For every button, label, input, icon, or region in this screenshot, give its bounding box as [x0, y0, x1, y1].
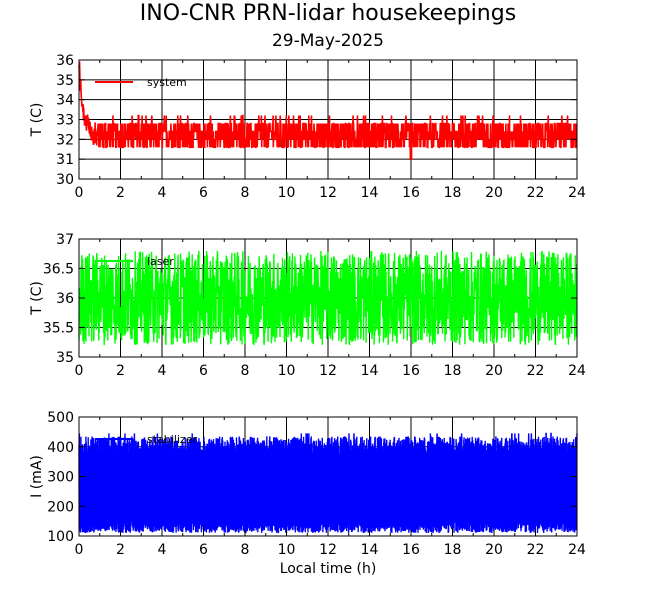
x-tick-label: 10	[278, 542, 296, 558]
y-tick-label: 36	[56, 291, 74, 307]
y-tick-label: 32	[56, 132, 74, 148]
y-tick-label: 37	[56, 232, 74, 248]
x-tick-label: 16	[402, 185, 420, 201]
series-line-laser	[78, 250, 578, 346]
x-tick-label: 20	[485, 363, 503, 379]
y-tick-label: 100	[47, 529, 74, 545]
x-tick-label: 18	[444, 363, 462, 379]
x-tick-label: 22	[527, 185, 545, 201]
x-tick-label: 14	[361, 542, 379, 558]
y-tick-label: 200	[47, 499, 74, 515]
x-tick-label: 6	[199, 363, 208, 379]
x-tick-label: 4	[158, 363, 167, 379]
x-tick-label: 0	[75, 542, 84, 558]
series-line-system	[78, 61, 578, 160]
x-tick-label: 0	[75, 363, 84, 379]
x-tick-label: 10	[278, 363, 296, 379]
x-tick-label: 4	[158, 542, 167, 558]
x-tick-label: 0	[75, 185, 84, 201]
x-tick-label: 14	[361, 185, 379, 201]
y-tick-label: 35	[56, 350, 74, 366]
y-tick-label: 35.5	[43, 321, 74, 337]
y-tick-label: 31	[56, 152, 74, 168]
y-tick-label: 400	[47, 440, 74, 456]
x-tick-label: 12	[319, 185, 337, 201]
x-tick-label: 24	[568, 185, 586, 201]
x-tick-label: 2	[116, 185, 125, 201]
x-tick-label: 16	[402, 542, 420, 558]
x-tick-label: 12	[319, 363, 337, 379]
x-tick-label: 2	[116, 363, 125, 379]
x-tick-label: 16	[402, 363, 420, 379]
x-tick-label: 8	[241, 363, 250, 379]
y-axis-label: T (C)	[29, 103, 45, 138]
chart-title: INO-CNR PRN-lidar housekeepings	[140, 1, 516, 26]
x-tick-label: 8	[241, 185, 250, 201]
x-tick-label: 18	[444, 542, 462, 558]
x-tick-label: 18	[444, 185, 462, 201]
x-tick-label: 14	[361, 363, 379, 379]
chart-subtitle: 29-May-2025	[272, 31, 384, 51]
x-tick-label: 24	[568, 542, 586, 558]
legend-label-stabilizer: stabilizer	[147, 433, 197, 446]
y-tick-label: 34	[56, 93, 74, 109]
x-tick-label: 22	[527, 542, 545, 558]
x-tick-label: 2	[116, 542, 125, 558]
y-axis-label: I (mA)	[29, 455, 45, 498]
x-axis-label: Local time (h)	[280, 561, 377, 577]
x-tick-label: 6	[199, 542, 208, 558]
x-tick-label: 24	[568, 363, 586, 379]
x-tick-label: 8	[241, 542, 250, 558]
y-tick-label: 36.5	[43, 262, 74, 278]
y-tick-label: 300	[47, 470, 74, 486]
y-tick-label: 36	[56, 53, 74, 69]
series-line-stabilizer	[78, 432, 578, 534]
y-tick-label: 33	[56, 113, 74, 129]
x-tick-label: 12	[319, 542, 337, 558]
x-tick-label: 4	[158, 185, 167, 201]
y-tick-label: 35	[56, 73, 74, 89]
legend-label-system: system	[147, 76, 187, 89]
x-tick-label: 22	[527, 363, 545, 379]
y-tick-label: 30	[56, 172, 74, 188]
x-tick-label: 6	[199, 185, 208, 201]
y-axis-label: T (C)	[29, 281, 45, 316]
y-tick-label: 500	[47, 410, 74, 426]
x-tick-label: 20	[485, 185, 503, 201]
legend-label-laser: laser	[147, 255, 174, 268]
x-tick-label: 20	[485, 542, 503, 558]
x-tick-label: 10	[278, 185, 296, 201]
